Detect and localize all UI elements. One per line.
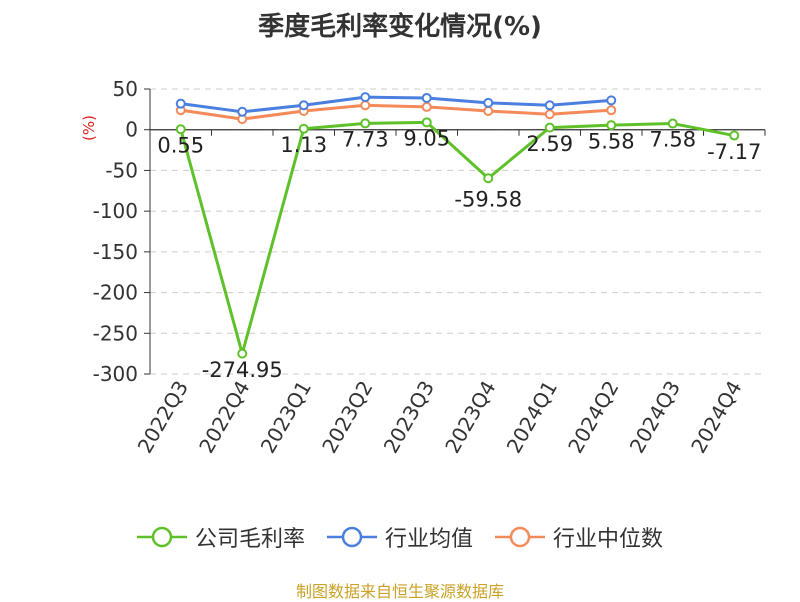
- series-line-2: [180, 103, 612, 121]
- series-lines: [175, 92, 740, 359]
- x-tick-label: 2023Q4: [440, 377, 500, 458]
- series-line-1: [180, 95, 612, 114]
- data-point: [360, 92, 371, 103]
- data-point: [544, 109, 555, 120]
- y-tick-label: -300: [93, 362, 138, 386]
- y-tick-label: -50: [105, 158, 138, 182]
- x-tick-label: 2022Q3: [133, 377, 193, 458]
- y-tick-label: -150: [93, 240, 138, 264]
- data-point: [606, 120, 617, 131]
- legend-label: 行业中位数: [553, 527, 664, 552]
- data-label: -274.95: [202, 358, 283, 382]
- data-label: 1.13: [280, 133, 327, 157]
- y-axis-label: (%): [80, 115, 98, 141]
- data-point: [483, 97, 494, 108]
- data-label: 0.55: [157, 133, 204, 157]
- legend-item-1[interactable]: 行业均值: [326, 521, 473, 553]
- data-label: 9.05: [403, 127, 450, 151]
- series-line-0: [179, 120, 735, 356]
- legend-item-2[interactable]: 行业中位数: [495, 521, 663, 553]
- data-point: [360, 100, 371, 111]
- data-point: [729, 130, 740, 141]
- legend-swatch-icon: [136, 526, 187, 548]
- x-tick-label: 2023Q2: [317, 377, 377, 458]
- y-tick-label: 0: [125, 118, 138, 142]
- x-tick-label: 2023Q3: [379, 377, 439, 458]
- legend-swatch-icon: [326, 526, 377, 548]
- legend: 公司毛利率 行业均值 行业中位数: [0, 520, 800, 554]
- y-tick-label: -250: [93, 321, 138, 345]
- data-point: [421, 92, 432, 103]
- legend-label: 公司毛利率: [194, 527, 305, 552]
- data-labels: 0.55 -274.95 1.13 7.73 9.05 -59.58 2.59 5.58 7.5…: [157, 127, 761, 382]
- legend-swatch-icon: [495, 526, 545, 548]
- data-point: [483, 173, 494, 184]
- data-point: [606, 95, 617, 106]
- data-point: [421, 117, 432, 128]
- data-point: [175, 124, 186, 135]
- data-point: [667, 118, 678, 129]
- legend-label: 行业均值: [384, 527, 473, 552]
- x-tick-label: 2023Q1: [256, 377, 316, 458]
- data-label: -7.17: [707, 140, 761, 164]
- data-label: 7.58: [649, 128, 696, 152]
- source-note: 制图数据来自恒生聚源数据库: [295, 582, 504, 601]
- data-point: [298, 100, 309, 111]
- x-tick-label: 2024Q4: [686, 377, 746, 458]
- chart-title: 季度毛利率变化情况(%): [258, 12, 542, 42]
- data-label: 5.58: [588, 129, 635, 153]
- x-tick-label: 2022Q4: [194, 377, 254, 458]
- data-point: [237, 106, 248, 117]
- data-label: 2.59: [526, 132, 573, 156]
- data-label: -59.58: [454, 187, 522, 211]
- data-point: [360, 118, 371, 129]
- x-tick-label: 2024Q3: [625, 377, 685, 458]
- data-point: [483, 105, 494, 116]
- data-point: [175, 98, 186, 109]
- data-point: [237, 348, 248, 359]
- data-point: [544, 100, 555, 111]
- data-point: [298, 123, 309, 134]
- y-tick-label: 50: [113, 77, 138, 101]
- data-point: [544, 122, 555, 133]
- y-tick-label: -100: [93, 199, 138, 223]
- data-label: 7.73: [342, 128, 389, 152]
- x-tick-label: 2024Q2: [563, 377, 623, 458]
- data-point: [606, 105, 617, 116]
- data-point: [421, 101, 432, 112]
- legend-item-0[interactable]: 公司毛利率: [136, 521, 305, 553]
- x-tick-label: 2024Q1: [502, 377, 562, 458]
- y-tick-label: -200: [93, 281, 138, 305]
